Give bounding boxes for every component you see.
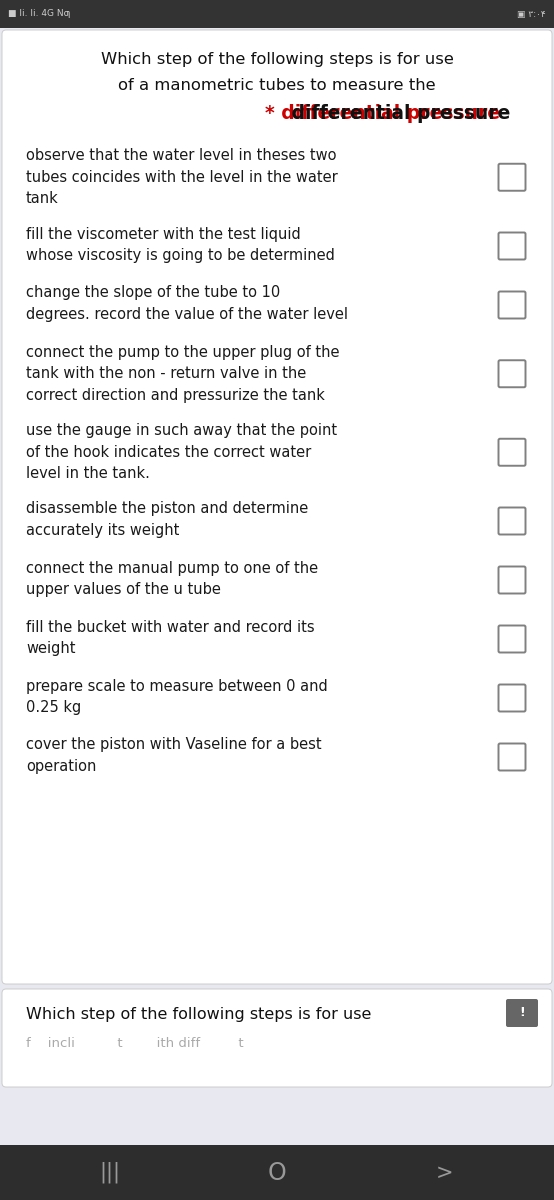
Text: of a manometric tubes to measure the: of a manometric tubes to measure the (118, 78, 436, 92)
FancyBboxPatch shape (499, 508, 526, 534)
Text: Which step of the following steps is for use: Which step of the following steps is for… (101, 52, 453, 67)
FancyBboxPatch shape (499, 439, 526, 466)
FancyBboxPatch shape (499, 163, 526, 191)
Text: !: ! (519, 1007, 525, 1020)
Text: ■ li. li. 4G Nƣ: ■ li. li. 4G Nƣ (8, 10, 70, 18)
FancyBboxPatch shape (499, 744, 526, 770)
Text: connect the manual pump to one of the
upper values of the u tube: connect the manual pump to one of the up… (26, 560, 318, 598)
Text: Which step of the following steps is for use: Which step of the following steps is for… (26, 1007, 371, 1022)
Text: observe that the water level in theses two
tubes coincides with the level in the: observe that the water level in theses t… (26, 148, 338, 206)
Text: >: > (435, 1163, 453, 1182)
FancyBboxPatch shape (0, 1145, 554, 1200)
FancyBboxPatch shape (0, 0, 554, 28)
FancyBboxPatch shape (2, 989, 552, 1087)
Text: |||: ||| (100, 1162, 121, 1183)
Text: differential pressure: differential pressure (285, 104, 510, 122)
FancyBboxPatch shape (499, 292, 526, 318)
FancyBboxPatch shape (2, 30, 552, 984)
Text: change the slope of the tube to 10
degrees. record the value of the water level: change the slope of the tube to 10 degre… (26, 286, 348, 322)
Text: connect the pump to the upper plug of the
tank with the non - return valve in th: connect the pump to the upper plug of th… (26, 344, 340, 403)
FancyBboxPatch shape (499, 684, 526, 712)
Text: fill the viscometer with the test liquid
whose viscosity is going to be determin: fill the viscometer with the test liquid… (26, 227, 335, 263)
FancyBboxPatch shape (499, 360, 526, 388)
FancyBboxPatch shape (499, 566, 526, 594)
Text: O: O (268, 1160, 286, 1184)
FancyBboxPatch shape (499, 233, 526, 259)
FancyBboxPatch shape (506, 998, 538, 1027)
Text: prepare scale to measure between 0 and
0.25 kg: prepare scale to measure between 0 and 0… (26, 678, 328, 715)
Text: * differential pressure: * differential pressure (265, 104, 500, 122)
Text: f    incli          t        ith diff         t: f incli t ith diff t (26, 1037, 244, 1050)
Text: ▣ ۳:۰۴: ▣ ۳:۰۴ (517, 10, 546, 18)
Text: fill the bucket with water and record its
weight: fill the bucket with water and record it… (26, 619, 315, 656)
FancyBboxPatch shape (499, 625, 526, 653)
FancyBboxPatch shape (0, 28, 554, 1145)
Text: disassemble the piston and determine
accurately its weight: disassemble the piston and determine acc… (26, 502, 308, 538)
Text: cover the piston with Vaseline for a best
operation: cover the piston with Vaseline for a bes… (26, 738, 322, 774)
Text: use the gauge in such away that the point
of the hook indicates the correct wate: use the gauge in such away that the poin… (26, 422, 337, 481)
